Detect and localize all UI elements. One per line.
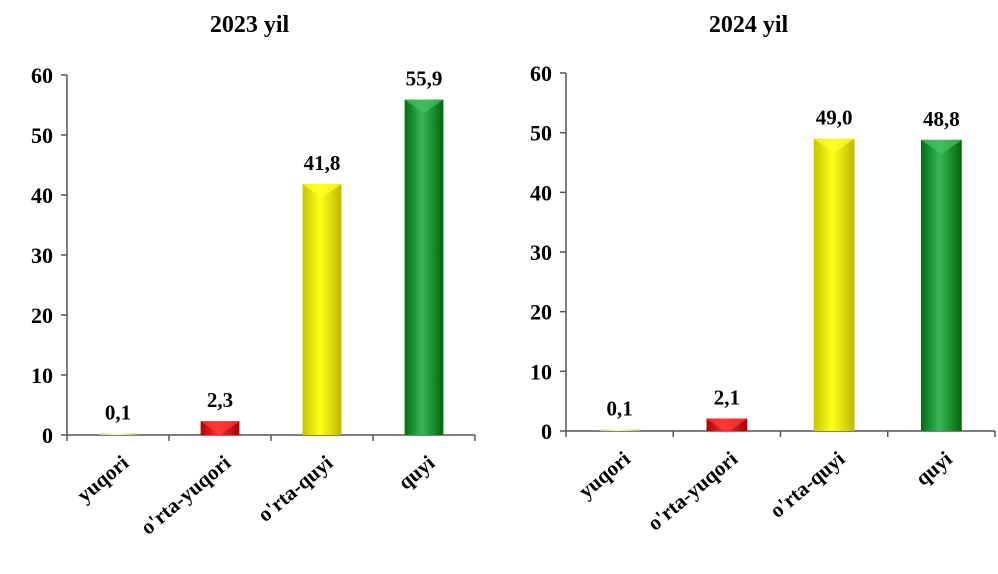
y-tick-label: 0: [42, 423, 53, 448]
y-tick-label: 40: [31, 183, 53, 208]
y-tick-label: 50: [31, 123, 53, 148]
y-tick-label: 50: [530, 121, 552, 146]
bar-yuqori: [599, 429, 641, 431]
y-tick-label: 30: [31, 243, 53, 268]
y-tick-label: 0: [541, 419, 552, 444]
bar-o-rta-quyi: [302, 184, 342, 435]
category-label: quyi: [911, 446, 957, 490]
bar-o-rta-quyi: [813, 138, 855, 431]
data-label: 0,1: [105, 401, 131, 425]
bar-bevel: [200, 421, 240, 435]
y-tick-label: 20: [31, 303, 53, 328]
y-tick-label: 60: [530, 61, 552, 86]
y-tick-label: 20: [530, 300, 552, 325]
category-label: yuqori: [574, 446, 635, 503]
category-label: yuqori: [72, 450, 133, 507]
y-tick-label: 10: [31, 363, 53, 388]
y-tick-label: 30: [530, 240, 552, 265]
data-label: 48,8: [923, 107, 960, 131]
category-label: quyi: [393, 450, 439, 494]
category-label: o'rta-yuqori: [643, 446, 743, 535]
bar-quyi: [920, 139, 962, 431]
bar-bevel: [813, 138, 855, 153]
category-label: o'rta-yuqori: [136, 450, 236, 539]
data-label: 49,0: [816, 106, 853, 130]
y-tick-label: 60: [31, 63, 53, 88]
chart-2023-plot: 0 10 20 30 40 50 60 0,1 yuqori 2,3 o'rta-yuqori 41,…: [31, 63, 476, 539]
bar-bevel: [302, 184, 342, 198]
bar-bevel: [404, 99, 444, 114]
data-label: 41,8: [304, 151, 341, 175]
bar-bevel: [706, 418, 748, 433]
chart-title: 2024 yil: [708, 12, 789, 38]
chart-2023: 2023 yil 0 10 20 30 40 50 60 0,1 yuqori 2,3 o'rta-…: [31, 12, 476, 539]
chart-2024-plot: 0 10 20 30 40 50 60 0,1 yuqori 2,1 o'rta-yuqori 49,…: [530, 61, 996, 535]
bar-quyi: [404, 99, 444, 435]
bar-yuqori: [98, 433, 138, 435]
data-label: 2,1: [714, 385, 740, 409]
category-label: o'rta-quyi: [253, 450, 337, 526]
y-tick-label: 40: [530, 180, 552, 205]
bar-bevel: [920, 139, 962, 155]
data-label: 55,9: [406, 67, 443, 91]
chart-2024: 2024 yil 0 10 20 30 40 50 60 0,1 yuqori 2,1 o'rta-…: [499, 0, 998, 574]
chart-title: 2023 yil: [209, 12, 290, 38]
category-label: o'rta-quyi: [765, 446, 849, 522]
data-label: 0,1: [607, 397, 633, 421]
data-label: 2,3: [207, 388, 233, 412]
y-tick-label: 10: [530, 359, 552, 384]
